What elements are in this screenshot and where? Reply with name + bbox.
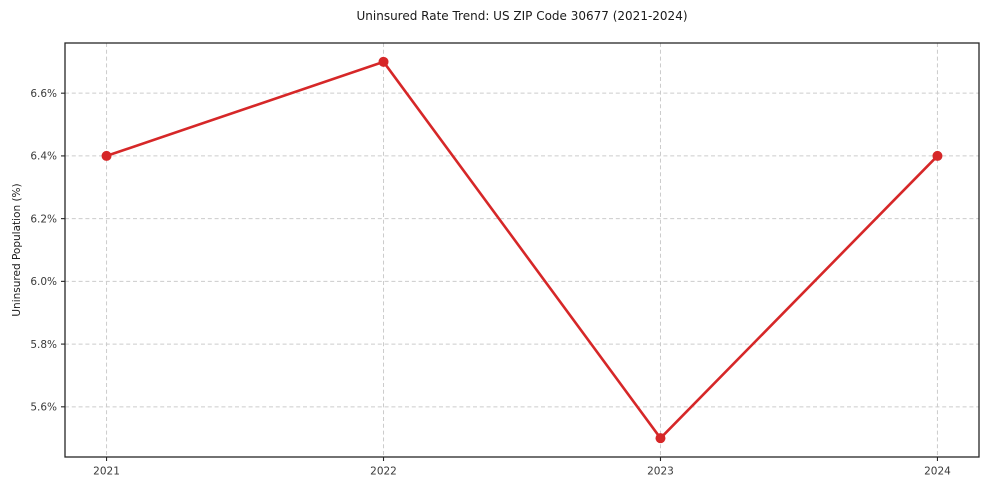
data-point bbox=[932, 150, 943, 161]
data-point bbox=[378, 56, 389, 67]
chart-title: Uninsured Rate Trend: US ZIP Code 30677 … bbox=[356, 9, 688, 23]
plot-border bbox=[64, 42, 980, 458]
y-tick-label: 5.8% bbox=[30, 339, 57, 351]
trend-line bbox=[105, 60, 939, 440]
y-tick-label: 6.4% bbox=[30, 151, 57, 163]
y-tick-label: 6.6% bbox=[30, 88, 57, 100]
data-point bbox=[101, 150, 112, 161]
x-tick-label: 2021 bbox=[93, 466, 120, 478]
x-tick-label: 2024 bbox=[924, 466, 951, 478]
y-tick-label: 6.0% bbox=[30, 276, 57, 288]
y-tick-label: 5.6% bbox=[30, 402, 57, 414]
y-tick-label: 6.2% bbox=[30, 213, 57, 225]
x-tick-label: 2023 bbox=[647, 466, 674, 478]
x-tick-label: 2022 bbox=[370, 466, 397, 478]
y-axis-label: Uninsured Population (%) bbox=[11, 183, 23, 317]
data-point bbox=[655, 433, 666, 444]
